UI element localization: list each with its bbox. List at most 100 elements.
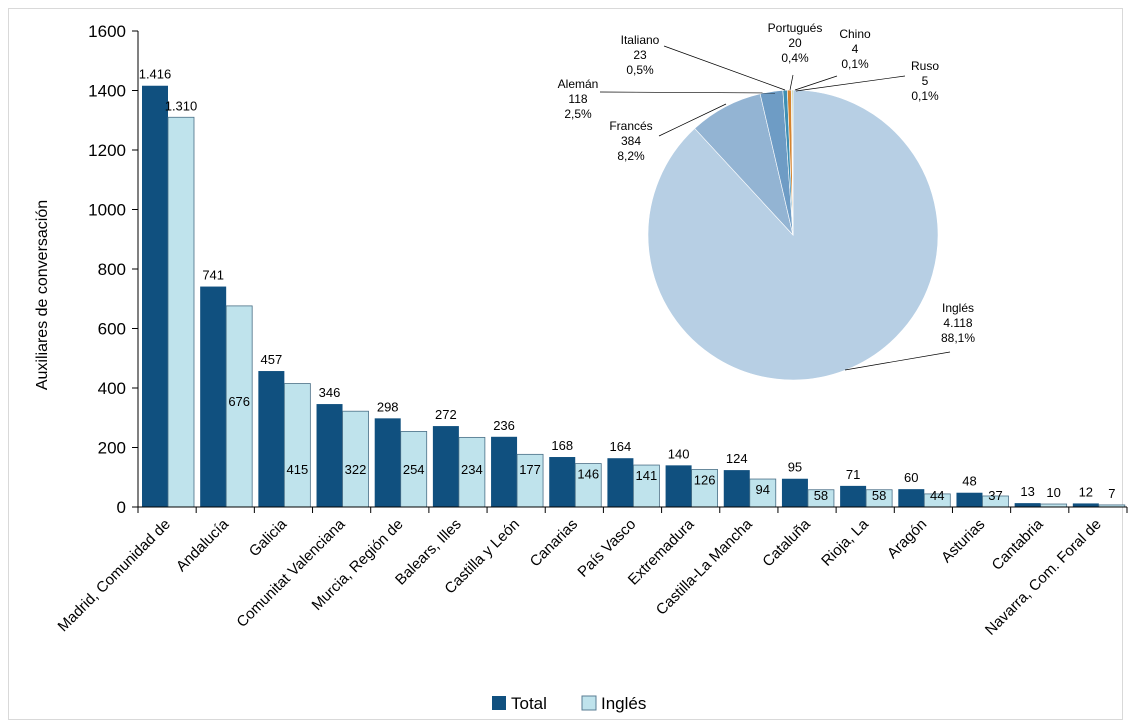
pie-leader-line	[599, 91, 776, 94]
data-label-ingles: 44	[930, 488, 944, 503]
pie-label-value: 5	[922, 74, 929, 88]
data-label-total: 298	[377, 399, 399, 414]
data-label-total: 124	[726, 451, 748, 466]
bar-total	[607, 458, 634, 507]
pie-label-value: 4	[852, 42, 859, 56]
pie-label-percent: 8,2%	[617, 149, 645, 163]
bar-ingles	[342, 410, 369, 508]
data-label-ingles: 94	[756, 482, 770, 497]
bar-total	[316, 404, 343, 507]
bar-total	[142, 85, 168, 508]
bar-ingles	[283, 383, 311, 508]
x-tick-label: Cataluña	[759, 515, 814, 570]
y-tick-label: 400	[98, 379, 126, 398]
y-axis-label: Auxiliares de conversación	[34, 200, 51, 390]
bar-total	[491, 436, 518, 507]
data-label-total: 71	[846, 467, 860, 482]
bar-ingles	[400, 431, 428, 508]
pie-label-name: Francés	[609, 119, 652, 133]
x-tick-label: Navarra, Com. Foral de	[982, 516, 1105, 639]
data-label-total: 48	[962, 474, 976, 489]
data-label-total: 12	[1079, 484, 1093, 499]
data-label-ingles: 146	[577, 467, 599, 482]
pie-label-percent: 88,1%	[941, 331, 975, 345]
pie-label-name: Inglés	[942, 301, 974, 315]
data-label-total: 13	[1020, 484, 1034, 499]
pie-label-value: 4.118	[943, 316, 972, 330]
data-label-total: 140	[668, 446, 690, 461]
x-tick-label: Aragón	[884, 516, 930, 562]
pie-chart: Inglés4.11888,1%Francés3848,2%Alemán1182…	[558, 21, 975, 381]
legend-label-ingles: Inglés	[601, 694, 646, 713]
bar-series-group: 1.416 1.310 741 676 457 415 346 322 298 254 272 234…	[139, 67, 1126, 508]
legend-label-total: Total	[511, 694, 547, 713]
y-tick-label: 1200	[88, 141, 126, 160]
bar-ingles	[749, 478, 777, 508]
data-label-ingles: 254	[403, 462, 425, 477]
y-axis: 0 200 400 600 800 1000 1200 1400 1600	[88, 22, 139, 517]
pie-label-name: Alemán	[558, 77, 599, 91]
bar-total	[549, 457, 576, 507]
pie-label-value: 20	[788, 36, 802, 50]
bar-total	[956, 492, 983, 507]
data-label-total: 272	[435, 407, 457, 422]
x-tick-label: Galicia	[246, 515, 291, 560]
data-label-total: 741	[202, 268, 224, 283]
bar-ingles	[633, 464, 660, 508]
bar-total	[898, 489, 925, 507]
data-label-total: 236	[493, 418, 515, 433]
y-tick-label: 0	[117, 498, 126, 517]
pie-label-percent: 0,4%	[781, 51, 809, 65]
bar-total	[665, 465, 692, 507]
pie-label-value: 118	[568, 92, 587, 106]
bar-ingles	[458, 436, 486, 508]
x-tick-label: Comunitat Valenciana	[233, 515, 348, 630]
data-label-ingles: 415	[287, 462, 309, 477]
pie-label-percent: 0,1%	[911, 89, 939, 103]
pie-label-value: 23	[633, 48, 647, 62]
pie-label-name: Ruso	[911, 59, 939, 73]
data-label-ingles: 37	[988, 488, 1002, 503]
data-label-ingles: 7	[1108, 486, 1115, 501]
bar-total	[1014, 503, 1041, 507]
data-label-total: 457	[261, 352, 283, 367]
data-label-ingles: 58	[814, 488, 828, 503]
bar-total	[840, 485, 867, 507]
data-label-ingles: 676	[228, 394, 250, 409]
pie-label-name: Portugués	[768, 21, 823, 35]
pie-slice-ruso	[791, 89, 794, 236]
pie-label-percent: 2,5%	[564, 107, 592, 121]
bar-total	[258, 371, 285, 507]
bar-ingles	[167, 116, 195, 508]
y-tick-label: 1400	[88, 82, 126, 101]
data-label-total: 60	[904, 470, 918, 485]
y-tick-label: 800	[98, 260, 126, 279]
data-label-total: 1.416	[139, 67, 172, 82]
pie-label-name: Italiano	[621, 33, 660, 47]
pie-label-percent: 0,5%	[626, 63, 654, 77]
data-label-total: 95	[788, 460, 802, 475]
pie-label-percent: 0,1%	[841, 57, 869, 71]
x-tick-label: Canarias	[527, 516, 581, 570]
bar-total	[1072, 503, 1099, 507]
y-tick-label: 200	[98, 439, 126, 458]
bar-total	[200, 286, 227, 507]
data-label-ingles: 322	[345, 462, 367, 477]
bar-total	[723, 470, 750, 507]
bar-ingles	[225, 305, 253, 508]
bar-ingles	[574, 463, 602, 508]
pie-leader-line	[844, 351, 951, 371]
legend: Total Inglés	[492, 694, 646, 713]
data-label-total: 168	[551, 438, 573, 453]
data-label-ingles: 1.310	[165, 98, 198, 113]
legend-swatch-ingles	[581, 695, 597, 711]
chart-frame	[8, 8, 1123, 720]
data-label-total: 164	[610, 439, 632, 454]
bar-total	[432, 426, 459, 507]
x-tick-label: Madrid, Comunidad de	[55, 516, 174, 635]
pie-label-name: Chino	[839, 27, 871, 41]
y-tick-label: 1600	[88, 22, 126, 41]
legend-swatch-total	[492, 696, 506, 710]
